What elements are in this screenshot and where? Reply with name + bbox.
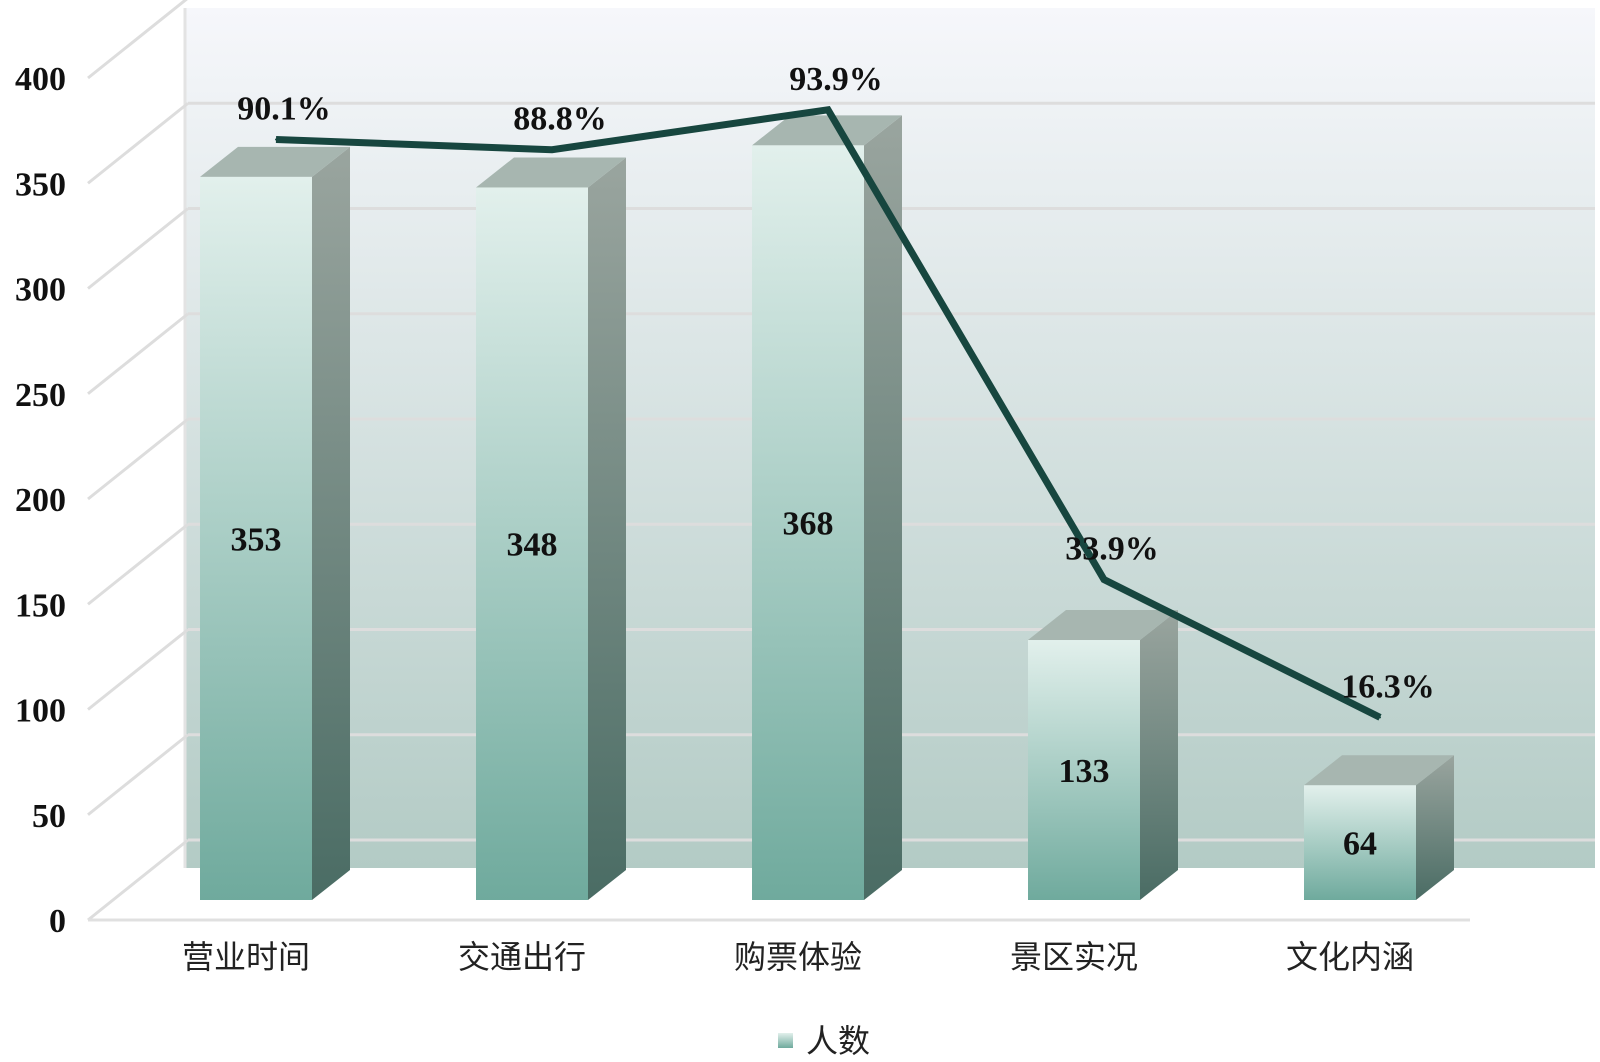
bar-side [588, 157, 626, 900]
bar [200, 176, 312, 900]
bar-side [1416, 755, 1454, 900]
line-point [1103, 578, 1105, 581]
bar [752, 145, 864, 901]
bar-side [1140, 610, 1178, 900]
bar-cap [200, 146, 350, 177]
y-tick-label: 50 [32, 798, 66, 835]
bar-value-label: 348 [507, 527, 558, 564]
bar-group: 368 [752, 115, 902, 901]
x-tick-label: 营业时间 [182, 938, 310, 976]
line-point [827, 108, 829, 111]
x-axis: 营业时间 交通出行 购票体验 景区实况 文化内涵 [182, 938, 1414, 976]
bar-cap [1304, 755, 1454, 786]
gridline-diagonal [87, 838, 189, 922]
bar-value-label: 64 [1343, 826, 1377, 863]
legend-swatch [778, 1033, 793, 1048]
x-tick-label: 交通出行 [458, 938, 586, 976]
x-tick-label: 文化内涵 [1286, 938, 1414, 976]
y-tick-label: 250 [15, 377, 66, 414]
gridline-diagonal [87, 102, 189, 185]
bar-value-label: 133 [1059, 753, 1110, 790]
bar [1304, 785, 1416, 900]
line-point [1379, 716, 1381, 719]
gridline-diagonal [87, 523, 189, 606]
line-point [551, 148, 553, 151]
bar-group: 348 [476, 157, 626, 900]
percentage-line: 90.1% 88.8% 93.9% 33.9% 16.3% [237, 61, 1435, 721]
y-tick-label: 300 [15, 272, 66, 309]
bar-group: 133 [1028, 610, 1178, 900]
bar [476, 187, 588, 900]
line-point-label: 90.1% [237, 91, 331, 128]
bar-group: 353 [200, 146, 350, 900]
bar-side [864, 115, 902, 901]
y-tick-label: 200 [15, 482, 66, 519]
x-tick-label: 景区实况 [1010, 938, 1138, 976]
gridline-diagonal [87, 417, 189, 501]
bar-group: 64 [1304, 755, 1454, 900]
line-point [275, 138, 277, 141]
line-point-label: 33.9% [1065, 531, 1159, 568]
legend: 人数 [778, 1022, 870, 1060]
gridline-diagonal [87, 207, 189, 290]
line-point-label: 93.9% [789, 61, 883, 98]
y-tick-label: 350 [15, 166, 66, 203]
y-tick-label: 150 [15, 587, 66, 624]
bar-side [312, 146, 350, 900]
line-point-label: 16.3% [1341, 668, 1435, 705]
y-tick-label: 100 [15, 693, 66, 730]
bar-value-label: 368 [783, 506, 834, 543]
legend-label: 人数 [806, 1022, 870, 1060]
y-tick-label: 400 [15, 61, 66, 98]
gridline-diagonal [87, 312, 189, 395]
line-point-label: 88.8% [513, 101, 607, 138]
gridline-diagonal [87, 733, 189, 816]
gridline-diagonal [87, 628, 189, 711]
y-axis: 0 50 100 150 200 250 300 350 400 [15, 61, 66, 940]
bar [1028, 640, 1140, 900]
x-tick-label: 购票体验 [734, 938, 862, 976]
bars: 353 348 368 133 64 [200, 115, 1454, 901]
y-tick-label: 0 [49, 903, 66, 940]
gridline-diagonal [87, 0, 188, 80]
bar-cap [1028, 610, 1178, 641]
bar-cap [476, 157, 626, 188]
bar-cap [752, 115, 902, 146]
bar-value-label: 353 [231, 521, 282, 558]
